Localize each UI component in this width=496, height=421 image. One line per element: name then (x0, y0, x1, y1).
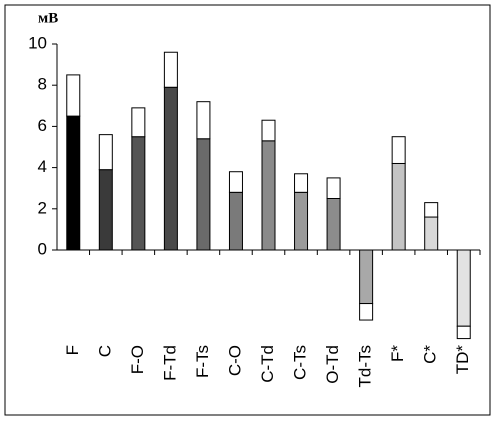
bar-segment (196, 101, 211, 140)
x-tick-label: F-O (128, 345, 147, 374)
x-tick-label: C-O (225, 345, 244, 376)
x-tick-label: F-Td (160, 345, 179, 381)
bar-segment (424, 216, 439, 251)
bar-segment (359, 249, 374, 305)
bar-segment (359, 303, 374, 321)
y-tick-label: 8 (38, 75, 47, 94)
x-tick-label: Td-Ts (356, 345, 375, 388)
bar-segment (456, 325, 471, 340)
bar-segment (98, 134, 113, 171)
x-tick-label: O-Td (323, 345, 342, 384)
bar-segment (196, 138, 211, 251)
frame (4, 4, 491, 416)
bar-segment (456, 249, 471, 327)
x-tick-label: F (63, 345, 82, 355)
y-tick-label: 10 (28, 33, 47, 52)
bar-segment (98, 169, 113, 251)
y-tick-label: 6 (38, 116, 47, 135)
y-axis-label: мВ (38, 10, 58, 26)
x-tick-label: C-Td (258, 345, 277, 383)
x-tick-label: C-Ts (291, 345, 310, 380)
bar-segment (294, 191, 309, 251)
bar-segment (228, 171, 243, 193)
bar-segment (163, 51, 178, 88)
bar-segment (261, 119, 276, 142)
bar-segment (66, 115, 81, 251)
bar-segment (131, 136, 146, 251)
x-tick-label: TD* (453, 345, 472, 375)
bar-segment (131, 107, 146, 138)
y-tick-label: 0 (38, 239, 47, 258)
bar-segment (66, 74, 81, 117)
bar-segment (163, 86, 178, 251)
bar-segment (228, 191, 243, 251)
bar-segment (294, 173, 309, 193)
y-tick-label: 2 (38, 198, 47, 217)
bar-segment (261, 140, 276, 251)
x-tick-label: F* (388, 345, 407, 362)
y-tick-label: 4 (38, 157, 47, 176)
x-tick-label: F-Ts (193, 345, 212, 378)
bar-segment (424, 202, 439, 218)
bar-segment (391, 136, 406, 164)
bar-segment (326, 177, 341, 199)
x-tick-label: C (95, 345, 114, 357)
bar-segment (326, 198, 341, 251)
x-tick-label: C* (421, 345, 440, 364)
bar-segment (391, 162, 406, 251)
